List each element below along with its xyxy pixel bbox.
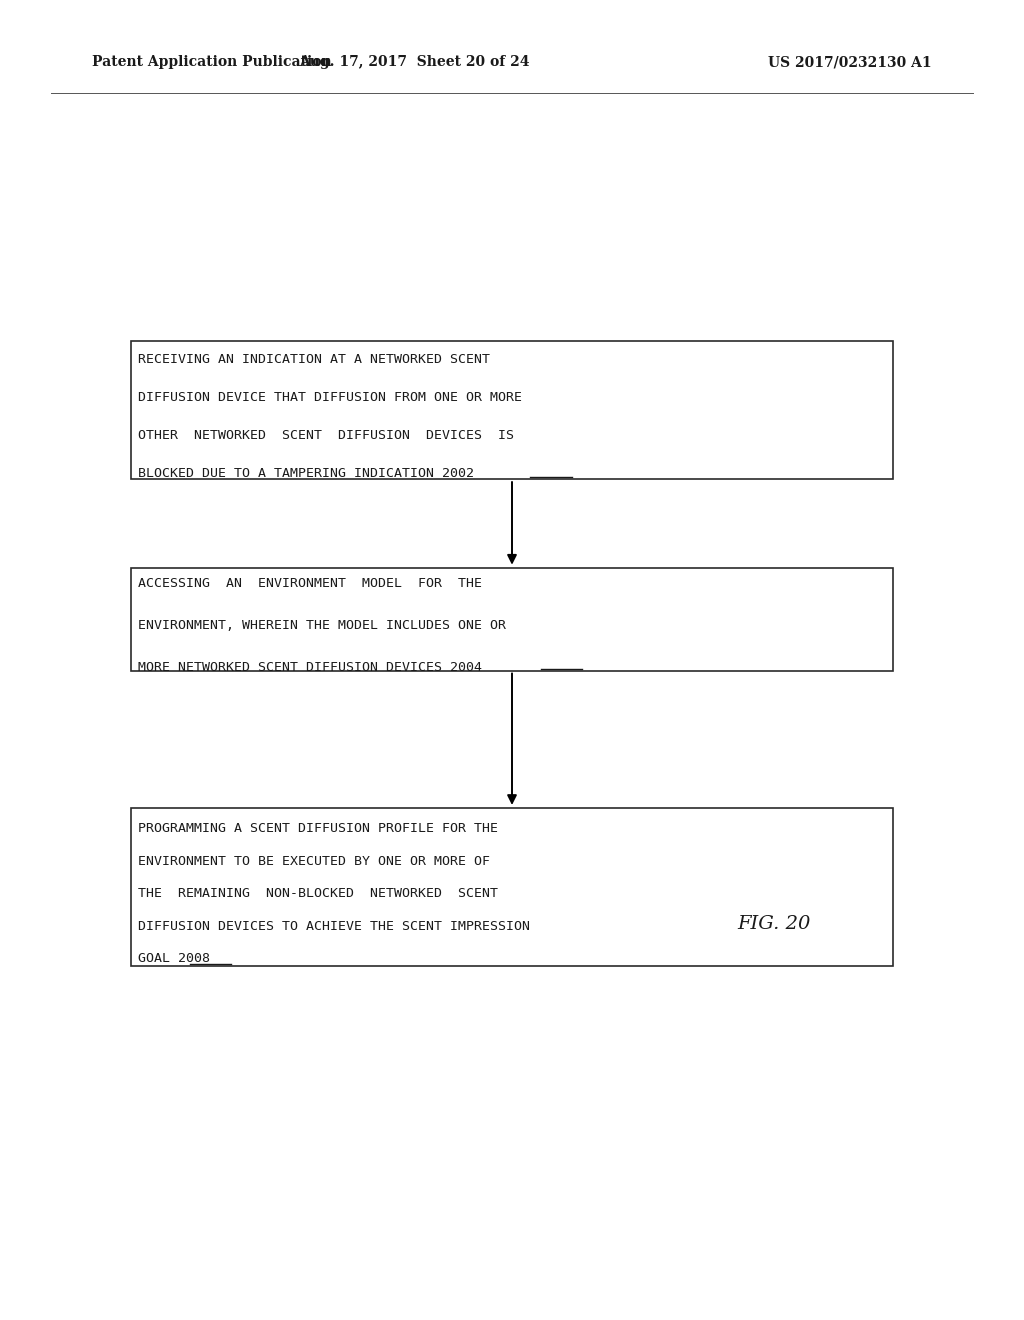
Text: ACCESSING  AN  ENVIRONMENT  MODEL  FOR  THE: ACCESSING AN ENVIRONMENT MODEL FOR THE bbox=[138, 577, 482, 590]
Bar bbox=[131, 808, 893, 966]
Text: THE  REMAINING  NON-BLOCKED  NETWORKED  SCENT: THE REMAINING NON-BLOCKED NETWORKED SCEN… bbox=[138, 887, 499, 900]
Text: GOAL 2008: GOAL 2008 bbox=[138, 952, 210, 965]
Text: RECEIVING AN INDICATION AT A NETWORKED SCENT: RECEIVING AN INDICATION AT A NETWORKED S… bbox=[138, 352, 490, 366]
Text: FIG. 20: FIG. 20 bbox=[737, 915, 811, 933]
Text: Patent Application Publication: Patent Application Publication bbox=[92, 55, 332, 69]
Text: BLOCKED DUE TO A TAMPERING INDICATION 2002: BLOCKED DUE TO A TAMPERING INDICATION 20… bbox=[138, 467, 474, 479]
Text: DIFFUSION DEVICES TO ACHIEVE THE SCENT IMPRESSION: DIFFUSION DEVICES TO ACHIEVE THE SCENT I… bbox=[138, 920, 530, 932]
Bar bbox=[131, 341, 893, 479]
Text: MORE NETWORKED SCENT DIFFUSION DEVICES 2004: MORE NETWORKED SCENT DIFFUSION DEVICES 2… bbox=[138, 661, 482, 675]
Text: ENVIRONMENT, WHEREIN THE MODEL INCLUDES ONE OR: ENVIRONMENT, WHEREIN THE MODEL INCLUDES … bbox=[138, 619, 506, 632]
Text: US 2017/0232130 A1: US 2017/0232130 A1 bbox=[768, 55, 932, 69]
Text: ENVIRONMENT TO BE EXECUTED BY ONE OR MORE OF: ENVIRONMENT TO BE EXECUTED BY ONE OR MOR… bbox=[138, 854, 490, 867]
Text: OTHER  NETWORKED  SCENT  DIFFUSION  DEVICES  IS: OTHER NETWORKED SCENT DIFFUSION DEVICES … bbox=[138, 429, 514, 442]
Text: Aug. 17, 2017  Sheet 20 of 24: Aug. 17, 2017 Sheet 20 of 24 bbox=[299, 55, 530, 69]
Text: PROGRAMMING A SCENT DIFFUSION PROFILE FOR THE: PROGRAMMING A SCENT DIFFUSION PROFILE FO… bbox=[138, 822, 499, 836]
Text: DIFFUSION DEVICE THAT DIFFUSION FROM ONE OR MORE: DIFFUSION DEVICE THAT DIFFUSION FROM ONE… bbox=[138, 391, 522, 404]
Bar bbox=[131, 568, 893, 671]
